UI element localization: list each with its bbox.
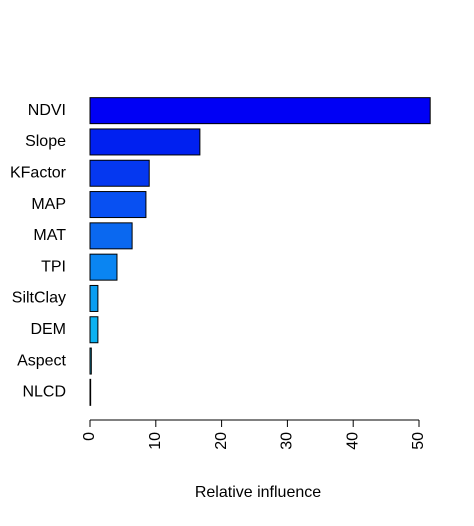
- y-tick-label: KFactor: [10, 164, 67, 181]
- x-tick-label: 20: [213, 432, 230, 450]
- bar: [89, 378, 92, 406]
- y-tick-label: TPI: [41, 258, 66, 275]
- x-tick-label: 10: [147, 432, 164, 450]
- bar: [89, 128, 201, 156]
- x-tick-label: 50: [410, 432, 427, 450]
- y-tick-label: SiltClay: [12, 290, 66, 307]
- bar: [89, 159, 150, 187]
- x-axis-label: Relative influence: [195, 484, 321, 501]
- y-tick-label: DEM: [30, 321, 66, 338]
- y-tick-label: MAT: [33, 227, 66, 244]
- x-tick-label: 40: [344, 432, 361, 450]
- x-tick-label: 0: [81, 432, 98, 441]
- y-tick-label: MAP: [31, 196, 66, 213]
- bar: [89, 316, 99, 344]
- bar: [89, 222, 133, 250]
- bar: [89, 253, 118, 281]
- bar: [89, 284, 99, 312]
- y-tick-label: NLCD: [22, 384, 66, 401]
- bar: [89, 97, 431, 125]
- y-tick-label: Slope: [25, 133, 66, 150]
- bar: [89, 191, 147, 219]
- bar: [89, 347, 92, 375]
- x-tick-label: 30: [279, 432, 296, 450]
- y-tick-label: NDVI: [28, 102, 66, 119]
- y-tick-label: Aspect: [17, 352, 66, 369]
